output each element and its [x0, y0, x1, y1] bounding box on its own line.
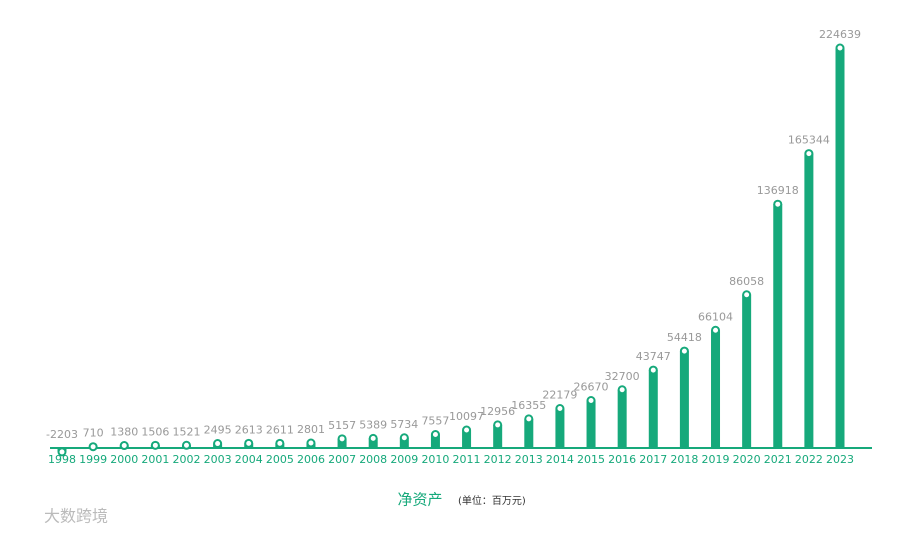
x-tick-label: 2015 [577, 453, 605, 466]
value-label: 43747 [636, 350, 671, 363]
x-tick-label: 2010 [421, 453, 449, 466]
x-tick-label: 2009 [390, 453, 418, 466]
value-label: 2611 [266, 423, 294, 436]
bar-cap [617, 385, 627, 395]
value-label: 5157 [328, 419, 356, 432]
bar-cap [555, 404, 565, 414]
x-tick-label: 2005 [266, 453, 294, 466]
unit-note: (单位：百万元) [458, 494, 526, 507]
bar-cap [742, 290, 752, 300]
bar-cap [337, 434, 347, 444]
bar-cap [57, 447, 67, 457]
value-label: 2801 [297, 423, 325, 436]
bar [835, 48, 845, 448]
x-tick-label: 2012 [484, 453, 512, 466]
bar [586, 400, 596, 448]
bar [804, 153, 814, 448]
value-label: 86058 [729, 275, 764, 288]
value-label: 7557 [421, 415, 449, 428]
bar-cap [399, 433, 409, 443]
bar-cap [586, 396, 596, 406]
x-tick-label: 2001 [141, 453, 169, 466]
x-tick-label: 2021 [764, 453, 792, 466]
bar [648, 370, 658, 448]
value-label: 165344 [788, 134, 830, 147]
bar [368, 438, 378, 448]
x-tick-label: 2020 [733, 453, 761, 466]
x-tick-label: 1998 [48, 453, 76, 466]
x-tick-label: 1999 [79, 453, 107, 466]
bar [742, 294, 752, 448]
x-tick-label: 2022 [795, 453, 823, 466]
bar [711, 330, 721, 448]
value-label: -2203 [46, 428, 78, 441]
bar-cap [804, 149, 814, 159]
value-label: 224639 [819, 28, 861, 41]
value-label: 10097 [449, 410, 484, 423]
bar [462, 430, 472, 448]
bar-cap [679, 346, 689, 356]
bar-cap [181, 440, 191, 450]
value-label: 16355 [511, 399, 546, 412]
value-label: 54418 [667, 331, 702, 344]
x-tick-label: 2019 [702, 453, 730, 466]
bar-cap [773, 199, 783, 209]
value-label: 1380 [110, 426, 138, 439]
x-tick-label: 2003 [204, 453, 232, 466]
value-label: 2495 [204, 424, 232, 437]
chart-title: 净资产 [397, 491, 442, 509]
x-tick-label: 2002 [172, 453, 200, 466]
bar [493, 424, 503, 448]
bar [555, 408, 565, 448]
bar [524, 418, 534, 448]
bar-cap [430, 430, 440, 440]
bar-cap [244, 438, 254, 448]
value-label: 12956 [480, 405, 515, 418]
bar-cap [524, 414, 534, 424]
bar-cap [213, 439, 223, 449]
bar-cap [493, 420, 503, 430]
value-label: 5734 [390, 418, 418, 431]
bar-cap [88, 442, 98, 452]
value-label: 22179 [542, 389, 577, 402]
x-tick-label: 2000 [110, 453, 138, 466]
bar-cap [119, 441, 129, 451]
value-label: 2613 [235, 423, 263, 436]
x-tick-label: 2008 [359, 453, 387, 466]
bar-cap [835, 43, 845, 53]
x-tick-label: 2023 [826, 453, 854, 466]
bar-cap [648, 365, 658, 375]
value-label: 66104 [698, 310, 733, 323]
x-tick-label: 2004 [235, 453, 263, 466]
bar [337, 438, 347, 448]
bar [430, 434, 440, 448]
bar-cap [306, 438, 316, 448]
x-tick-label: 2007 [328, 453, 356, 466]
x-tick-label: 2014 [546, 453, 574, 466]
watermark: 大数跨境 [44, 507, 108, 526]
x-tick-label: 2013 [515, 453, 543, 466]
bar [617, 389, 627, 448]
value-label: 136918 [757, 184, 799, 197]
bar [679, 351, 689, 448]
x-tick-label: 2018 [670, 453, 698, 466]
bar-cap [462, 425, 472, 435]
bar [773, 204, 783, 448]
bar-cap [711, 325, 721, 335]
bar [399, 437, 409, 448]
bar-cap [275, 438, 285, 448]
x-tick-label: 2006 [297, 453, 325, 466]
value-label: 1506 [141, 425, 169, 438]
x-tick-label: 2011 [453, 453, 481, 466]
value-label: 32700 [605, 370, 640, 383]
value-label: 710 [83, 427, 104, 440]
value-label: 5389 [359, 418, 387, 431]
value-label: 26670 [574, 381, 609, 394]
bar-cap [150, 440, 160, 450]
bar-cap [368, 433, 378, 443]
value-label: 1521 [172, 425, 200, 438]
x-tick-label: 2016 [608, 453, 636, 466]
x-tick-label: 2017 [639, 453, 667, 466]
